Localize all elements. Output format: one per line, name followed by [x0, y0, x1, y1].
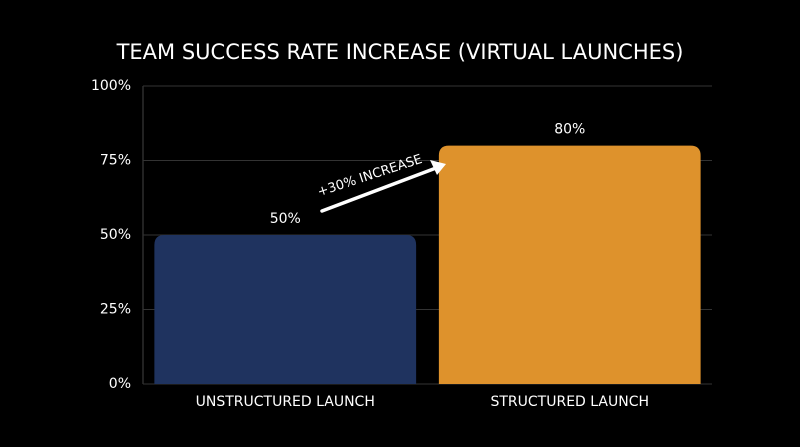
bar	[154, 235, 417, 384]
chart-title: TEAM SUCCESS RATE INCREASE (VIRTUAL LAUN…	[116, 40, 684, 64]
y-tick-label: 100%	[91, 78, 131, 94]
y-tick-label: 25%	[100, 302, 131, 318]
y-tick-label: 75%	[100, 153, 131, 169]
data-label: 50%	[270, 211, 301, 227]
x-tick-label: STRUCTURED LAUNCH	[490, 394, 649, 410]
bar	[438, 145, 701, 384]
annotation-arrow	[320, 166, 438, 213]
x-tick-label: UNSTRUCTURED LAUNCH	[196, 394, 375, 410]
arrow-head	[430, 160, 446, 175]
y-tick-label: 50%	[100, 227, 131, 243]
data-label: 80%	[554, 122, 585, 138]
y-tick-label: 0%	[109, 376, 131, 392]
